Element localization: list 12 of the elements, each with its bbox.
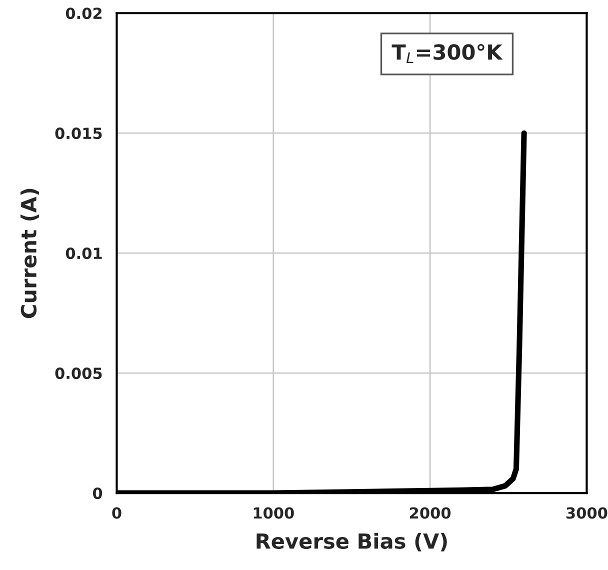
x-tick-label: 3000 xyxy=(566,507,608,519)
y-tick-label: 0.015 xyxy=(55,128,102,140)
x-axis-title: Reverse Bias (V) xyxy=(256,532,447,552)
x-tick-label: 1000 xyxy=(254,507,294,519)
annotation: T$_{L}$=300°K xyxy=(392,44,503,64)
x-tick-label: 2000 xyxy=(410,507,451,519)
y-tick-label: 0.005 xyxy=(55,368,102,380)
x-tick-label: 0 xyxy=(112,507,122,519)
y-tick-label: 0.02 xyxy=(66,8,102,20)
y-tick-label: 0 xyxy=(92,488,102,500)
y-tick-label: 0.01 xyxy=(66,248,102,260)
y-axis-title: Current (A) xyxy=(20,188,40,318)
